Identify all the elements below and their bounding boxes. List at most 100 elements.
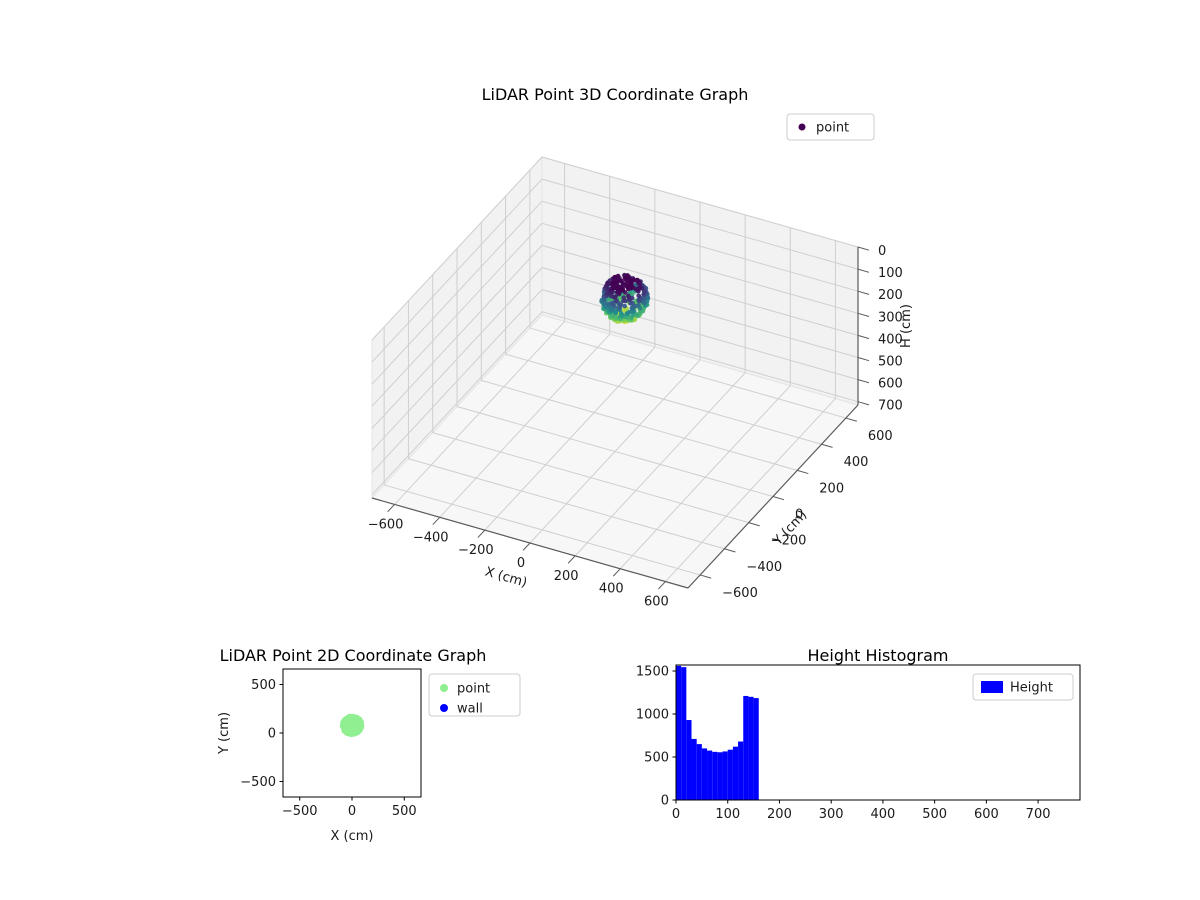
y-tick — [797, 469, 809, 475]
scatter-point-3d — [622, 303, 627, 309]
histogram-bar — [732, 746, 739, 800]
x-tick — [387, 504, 395, 513]
scatter-point-3d — [630, 285, 636, 290]
x-tick-label: 0 — [672, 807, 680, 822]
legend-3d: point — [786, 113, 875, 141]
x-tick-label: 200 — [767, 807, 792, 822]
x-tick-label: −200 — [458, 543, 494, 558]
y-tick — [845, 417, 857, 422]
scatter-point-3d — [614, 285, 620, 291]
plot-2d: −500 0 500 500 0 −500 X (cm) Y (cm) — [217, 668, 422, 844]
legend-2d: point wall — [428, 673, 521, 717]
y-tick-label: 400 — [844, 455, 869, 470]
gridline — [541, 267, 859, 358]
x-tick-label: 0 — [517, 556, 525, 571]
scatter-point-2d — [348, 719, 354, 726]
gridline — [541, 289, 859, 381]
x-tick — [567, 555, 576, 564]
histogram-bar — [691, 738, 697, 800]
scatter-point-3d — [628, 278, 633, 283]
scatter-point-3d — [636, 303, 641, 308]
x-tick-label: −400 — [413, 530, 449, 545]
scatter-point-3d — [628, 301, 633, 306]
y-tick-label: −200 — [771, 534, 807, 549]
scatter-point-2d — [353, 719, 360, 726]
y-tick — [700, 574, 712, 579]
y-tick — [772, 496, 785, 501]
y-tick — [821, 443, 833, 448]
z-tick-label: 200 — [878, 288, 903, 303]
scatter-point-2d — [340, 718, 347, 725]
z-tick-label: 500 — [878, 354, 903, 369]
legend-marker-point — [440, 684, 448, 692]
histogram-bar — [686, 720, 692, 800]
scatter-point-3d — [618, 311, 624, 316]
scatter-point-3d — [631, 304, 636, 310]
y-tick-label: 200 — [819, 481, 844, 496]
histogram-bar — [727, 749, 733, 800]
gridline — [371, 222, 543, 407]
z-tick-label: 700 — [878, 399, 903, 414]
scatter-point-3d — [626, 293, 631, 299]
scatter-point-3d — [631, 277, 637, 283]
y-axis-label: Y (cm) — [217, 712, 232, 755]
scatter-point-3d — [611, 285, 617, 291]
y-tick-label: 0 — [795, 508, 803, 523]
gridline — [371, 200, 543, 385]
scatter-point-3d — [621, 295, 626, 301]
legend-box — [786, 113, 875, 141]
z-tick-label: 100 — [878, 266, 903, 281]
histogram-bar — [748, 696, 754, 800]
gridline — [384, 484, 701, 576]
legend-box — [972, 673, 1074, 701]
x-tick-label: 400 — [599, 582, 624, 597]
plot2d-title: LiDAR Point 2D Coordinate Graph — [219, 646, 487, 665]
scatter-point-2d — [352, 724, 359, 731]
gridline — [505, 353, 822, 445]
plot3d-title: LiDAR Point 3D Coordinate Graph — [481, 85, 749, 104]
histogram-bar — [701, 748, 708, 800]
scatter-point-3d — [614, 298, 619, 303]
legend-box — [428, 673, 521, 717]
histogram-bar — [712, 751, 718, 800]
x-tick-label: 500 — [922, 807, 947, 822]
scatter-point-3d — [622, 275, 628, 281]
x-axis-label: X (cm) — [331, 829, 374, 844]
gridline — [456, 406, 774, 497]
legend-marker-wall — [440, 704, 448, 712]
legend-histogram: Height — [972, 673, 1074, 701]
z-tick — [857, 357, 870, 362]
z-tick — [857, 379, 870, 384]
y-tick — [724, 548, 736, 553]
scatter-point-2d — [348, 728, 355, 735]
x-tick — [522, 542, 531, 551]
scatter-point-3d — [627, 309, 632, 315]
z-tick — [857, 334, 870, 340]
scatter-point-2d — [342, 728, 349, 735]
histogram-bar — [676, 665, 682, 800]
scatter-point-2d — [350, 714, 357, 721]
gridline — [541, 156, 859, 248]
scatter-point-3d — [605, 280, 611, 286]
z-tick-label: 400 — [878, 332, 903, 347]
legend-marker-point — [798, 123, 806, 131]
gridline — [408, 458, 725, 550]
scatter-point-3d — [636, 293, 641, 299]
legend-label-point: point — [457, 682, 490, 697]
histogram-bar — [722, 751, 728, 800]
z-tick — [857, 268, 870, 273]
y-tick-label: −500 — [240, 775, 276, 790]
z-tick — [857, 401, 870, 406]
y-tick-label: 1500 — [636, 665, 669, 680]
scatter-point-3d — [612, 275, 618, 280]
gridline — [371, 311, 543, 496]
histogram-bar — [681, 667, 687, 800]
x-tick-label: 100 — [715, 807, 740, 822]
x-tick-label: 600 — [644, 595, 669, 610]
gridline — [481, 379, 798, 471]
x-tick-label: 500 — [392, 804, 417, 819]
x-tick-label: −500 — [282, 804, 318, 819]
scatter-point-3d — [620, 281, 626, 287]
gridline — [371, 178, 543, 363]
